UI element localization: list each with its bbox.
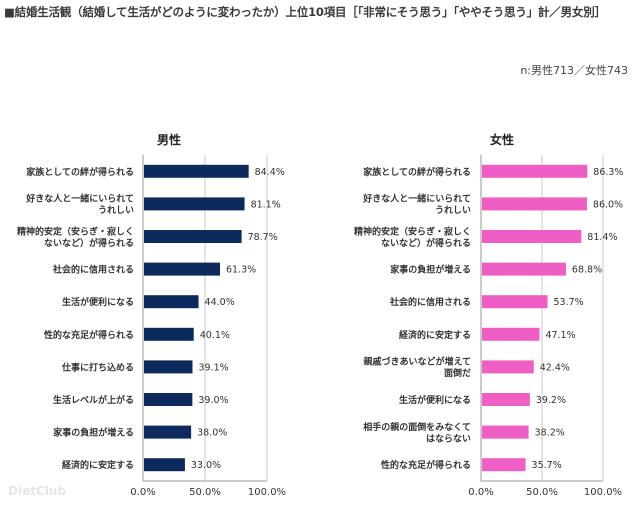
chart-title: ■結婚生活観（結婚して生活がどのように変わったか）上位10項目［「非常にそう思う… [4,5,606,19]
female-bar [482,164,588,178]
female-value-label: 39.2% [536,395,566,406]
male-category-label: 精神的安定（安らぎ・寂しく [17,225,134,237]
female-bar [482,360,534,374]
male-category-label: 生活レベルが上がる [53,394,134,406]
male-value-label: 78.7% [248,232,278,243]
male-category-label: 家族としての絆が得られる [26,166,134,178]
female-value-label: 86.0% [593,199,623,210]
male-category-label: 性的な充足が得られる [44,329,134,341]
female-value-label: 35.7% [532,460,562,471]
male-value-label: 84.4% [255,167,285,178]
male-bar [144,164,249,178]
male-category-label: 家事の負担が増える [53,427,134,439]
female-bar [482,327,540,341]
male-value-label: 40.1% [200,330,230,341]
male-category-label: うれしい [98,205,134,216]
male-category-label: 仕事に打ち込める [61,361,134,373]
female-value-label: 53.7% [554,297,584,308]
male-panel-title: 男性 [157,132,181,147]
female-bar [482,197,587,211]
male-bar [144,262,221,276]
male-value-label: 39.1% [198,362,228,373]
female-bar [482,425,529,439]
male-category-label: 経済的に安定する [62,459,134,471]
male-bar [144,393,193,406]
female-category-label: 生活が便利になる [399,394,471,406]
female-bar [482,458,526,472]
female-x-tick-label: 0.0% [468,487,493,498]
male-category-label: ないなど）が得られる [44,237,134,249]
female-x-tick-label: 50.0% [526,487,558,498]
female-value-label: 42.4% [540,362,570,373]
male-bar [144,425,192,439]
male-bar [144,295,199,309]
female-bar [482,295,548,309]
male-value-label: 81.1% [251,199,281,210]
female-value-label: 68.8% [572,265,602,276]
sample-size-note: n:男性713／女性743 [520,64,628,77]
male-x-tick-label: 100.0% [248,487,286,498]
male-category-label: 好きな人と一緒にいられて [25,193,134,205]
male-x-tick-label: 50.0% [189,487,221,498]
male-value-label: 44.0% [205,297,235,308]
male-category-label: 社会的に信用される [52,264,134,276]
male-value-label: 38.0% [197,428,227,439]
male-value-label: 33.0% [191,460,221,471]
female-category-label: 家事の負担が増える [390,264,471,276]
female-value-label: 81.4% [587,232,617,243]
female-category-label: 経済的に安定する [399,329,471,341]
female-category-label: 親戚づきあいなどが増えて [363,356,471,368]
female-category-label: 社会的に信用される [389,296,471,308]
male-x-tick-label: 0.0% [130,487,155,498]
male-bar [144,360,193,374]
female-value-label: 47.1% [545,330,575,341]
male-category-label: 生活が便利になる [62,296,134,308]
female-bar [482,262,566,276]
female-category-label: 面倒だ [444,367,471,379]
female-x-tick-label: 100.0% [584,487,622,498]
female-category-label: 好きな人と一緒にいられて [362,193,471,205]
female-value-label: 38.2% [535,428,565,439]
female-category-label: ないなど）が得られる [381,237,471,249]
female-category-label: はならない [426,433,471,444]
female-bar [482,230,582,243]
watermark-logo: DietClub [8,484,67,498]
female-category-label: 相手の親の面倒をみなくて [363,421,471,433]
female-category-label: 性的な充足が得られる [381,459,471,471]
male-bar [144,327,194,341]
female-bar [482,393,530,406]
male-value-label: 61.3% [226,265,256,276]
male-bar [144,197,245,211]
female-category-label: 家族としての絆が得られる [363,166,471,178]
female-category-label: 精神的安定（安らぎ・寂しく [354,225,471,237]
female-category-label: うれしい [435,205,471,216]
male-bar [144,458,185,472]
female-panel-title: 女性 [490,132,514,147]
male-value-label: 39.0% [198,395,228,406]
male-bar [144,230,242,243]
female-value-label: 86.3% [593,167,623,178]
